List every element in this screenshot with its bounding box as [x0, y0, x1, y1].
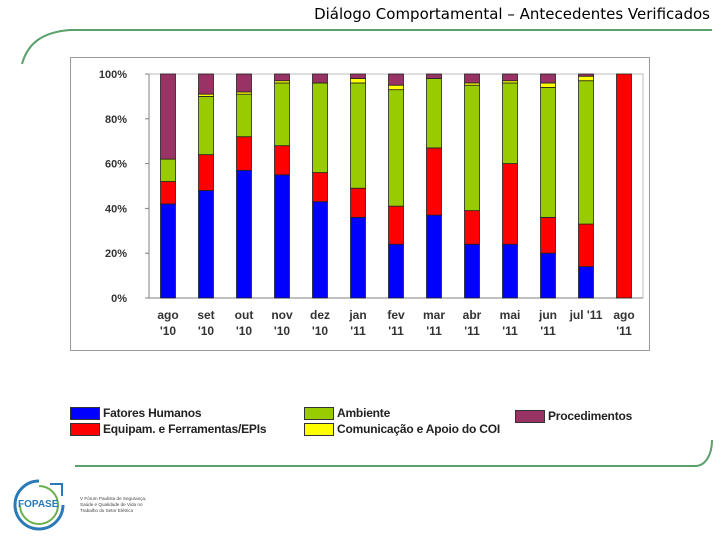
bar-segment: [388, 84, 404, 91]
bar-segment: [350, 216, 366, 299]
x-tick-label: '11: [464, 324, 480, 338]
y-tick-label: 0%: [111, 293, 127, 305]
bar-segment: [312, 201, 328, 299]
x-tick-label: '11: [350, 324, 366, 338]
x-tick-label: '10: [274, 324, 291, 338]
bar-segment: [464, 73, 480, 84]
bar-segment: [350, 73, 366, 79]
x-tick-label: mai: [500, 308, 521, 322]
y-tick-label: 40%: [105, 203, 127, 215]
y-tick-label: 80%: [105, 114, 127, 126]
bar-segment: [540, 252, 556, 299]
x-tick-label: '10: [160, 324, 177, 338]
bar-segment: [312, 73, 328, 84]
bar-segment: [502, 243, 518, 299]
bar-segment: [616, 73, 632, 299]
bar-segment: [426, 147, 442, 216]
x-tick-label: '10: [198, 324, 215, 338]
bar-segment: [578, 75, 594, 82]
bar-segment: [388, 73, 404, 86]
top-accent-line: [21, 29, 712, 65]
x-tick-label: set: [197, 308, 214, 322]
x-tick-label: '10: [312, 324, 329, 338]
bar-segment: [274, 174, 290, 299]
bar-segment: [236, 73, 252, 93]
bar-segment: [312, 82, 328, 173]
x-tick-label: mar: [423, 308, 445, 322]
x-tick-label: out: [235, 308, 254, 322]
y-tick-label: 60%: [105, 159, 127, 171]
bar-segment: [540, 73, 556, 84]
y-tick-label: 100%: [99, 69, 127, 81]
bar-segment: [540, 82, 556, 88]
x-tick-label: '11: [616, 324, 632, 338]
bar-segment: [388, 243, 404, 299]
bar-segment: [236, 93, 252, 138]
bar-segment: [464, 84, 480, 212]
bar-segment: [388, 205, 404, 245]
bar-segment: [160, 73, 176, 160]
chart-frame: 0% 20% 40% 60% 80% 100% ago '10 set '10 out '10 nov '…: [70, 57, 650, 351]
bar-segment: [236, 136, 252, 171]
bar-segment: [350, 187, 366, 218]
bar-segment: [274, 73, 290, 82]
bar-segment: [160, 158, 176, 182]
x-tick-label: ago: [613, 308, 634, 322]
bar-segment: [350, 82, 366, 189]
bar-segment: [502, 82, 518, 164]
bar-segment: [426, 214, 442, 299]
bar-segment: [578, 266, 594, 299]
bar-segment: [540, 216, 556, 254]
x-tick-label: abr: [463, 308, 482, 322]
x-tick-label: jun: [538, 308, 557, 322]
fopase-logo-icon: [13, 479, 65, 531]
y-tick-label: 20%: [105, 248, 127, 260]
bar-segment: [160, 181, 176, 205]
bar-segment: [502, 73, 518, 82]
stacked-bar-chart: 0% 20% 40% 60% 80% 100% ago '10 set '10 out '10 nov '…: [99, 69, 644, 338]
bar-segment: [578, 223, 594, 268]
bar-segment: [160, 203, 176, 299]
tagline-line: Saúde e Qualidade de Vida no: [80, 502, 143, 507]
tagline-line: V Fórum Paulista de Segurança,: [80, 496, 147, 501]
bar-segment: [540, 87, 556, 218]
x-tick-label: '11: [540, 324, 556, 338]
bottom-accent-line: [75, 439, 713, 467]
tagline-line: Trabalho do Setor Elétrico: [80, 508, 134, 513]
bar-segment: [464, 243, 480, 299]
bar-segment: [502, 163, 518, 245]
forum-tagline: V Fórum Paulista de Segurança, Saúde e Q…: [80, 496, 160, 514]
bar-segment: [464, 210, 480, 245]
bar-segment: [426, 78, 442, 149]
bar-segment: [312, 172, 328, 203]
bar-segment: [578, 73, 594, 77]
x-tick-label: dez: [310, 308, 330, 322]
x-tick-label: '11: [388, 324, 404, 338]
bar-segment: [198, 73, 214, 95]
bar-segment: [426, 73, 442, 79]
bar-segment: [198, 96, 214, 156]
bar-segment: [578, 80, 594, 225]
bar-segment: [274, 82, 290, 147]
bar-segment: [274, 145, 290, 176]
x-tick-label: '11: [426, 324, 442, 338]
x-tick-label: '11: [502, 324, 518, 338]
slide-title: Diálogo Comportamental – Antecedentes Ve…: [314, 5, 710, 23]
bar-segment: [350, 78, 366, 84]
x-tick-label: '10: [236, 324, 253, 338]
logo-text: FOPASE: [18, 499, 59, 510]
bar-segment: [388, 89, 404, 207]
bar-segment: [198, 154, 214, 191]
x-tick-label: ago: [157, 308, 178, 322]
bar-segment: [198, 190, 214, 299]
x-tick-label: jan: [348, 308, 366, 322]
x-tick-label: nov: [271, 308, 293, 322]
bar-segment: [236, 169, 252, 299]
x-tick-label: fev: [387, 308, 405, 322]
x-tick-label: jul '11: [569, 308, 603, 322]
